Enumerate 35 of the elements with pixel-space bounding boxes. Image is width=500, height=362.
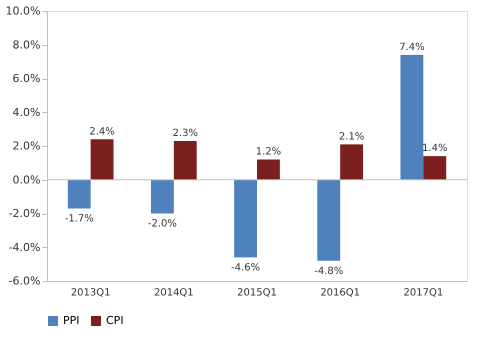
legend-label: PPI [63,314,80,327]
y-tick-label: 6.0% [12,72,40,85]
bar [400,54,424,180]
y-tick-label: 4.0% [12,106,40,119]
bar [68,180,91,208]
x-tick-label: 2013Q1 [70,288,111,298]
bar [317,180,340,261]
y-tick-label: -6.0% [8,274,40,288]
data-label: 7.4% [399,42,425,53]
x-tick-label: 2015Q1 [237,288,277,298]
x-tick-label: 2016Q1 [320,288,360,298]
y-tick-label: 2.0% [12,140,40,152]
legend-label: CPI [106,314,124,327]
bar [257,160,280,180]
bar [174,140,197,180]
bar [423,156,446,180]
data-label: 1.2% [256,146,282,158]
bar [234,180,257,258]
x-tick-label: 2014Q1 [154,288,194,298]
data-label: -1.7% [64,213,94,224]
data-label: -4.8% [314,266,344,277]
data-label: -2.0% [148,218,177,230]
bar [150,180,174,214]
data-label: 2.4% [89,126,115,138]
data-label: 2.3% [172,128,198,139]
bar [340,144,364,180]
y-tick-label: -2.0% [8,207,40,220]
y-tick-label: 10.0% [6,4,40,18]
data-label: -4.6% [231,262,260,274]
y-tick-label: 0.0% [12,173,40,186]
bar [90,139,114,180]
y-tick-label: -4.0% [8,240,40,254]
data-label: 2.1% [338,131,364,142]
y-tick-label: 8.0% [12,38,40,52]
x-tick-label: 2017Q1 [403,288,444,298]
